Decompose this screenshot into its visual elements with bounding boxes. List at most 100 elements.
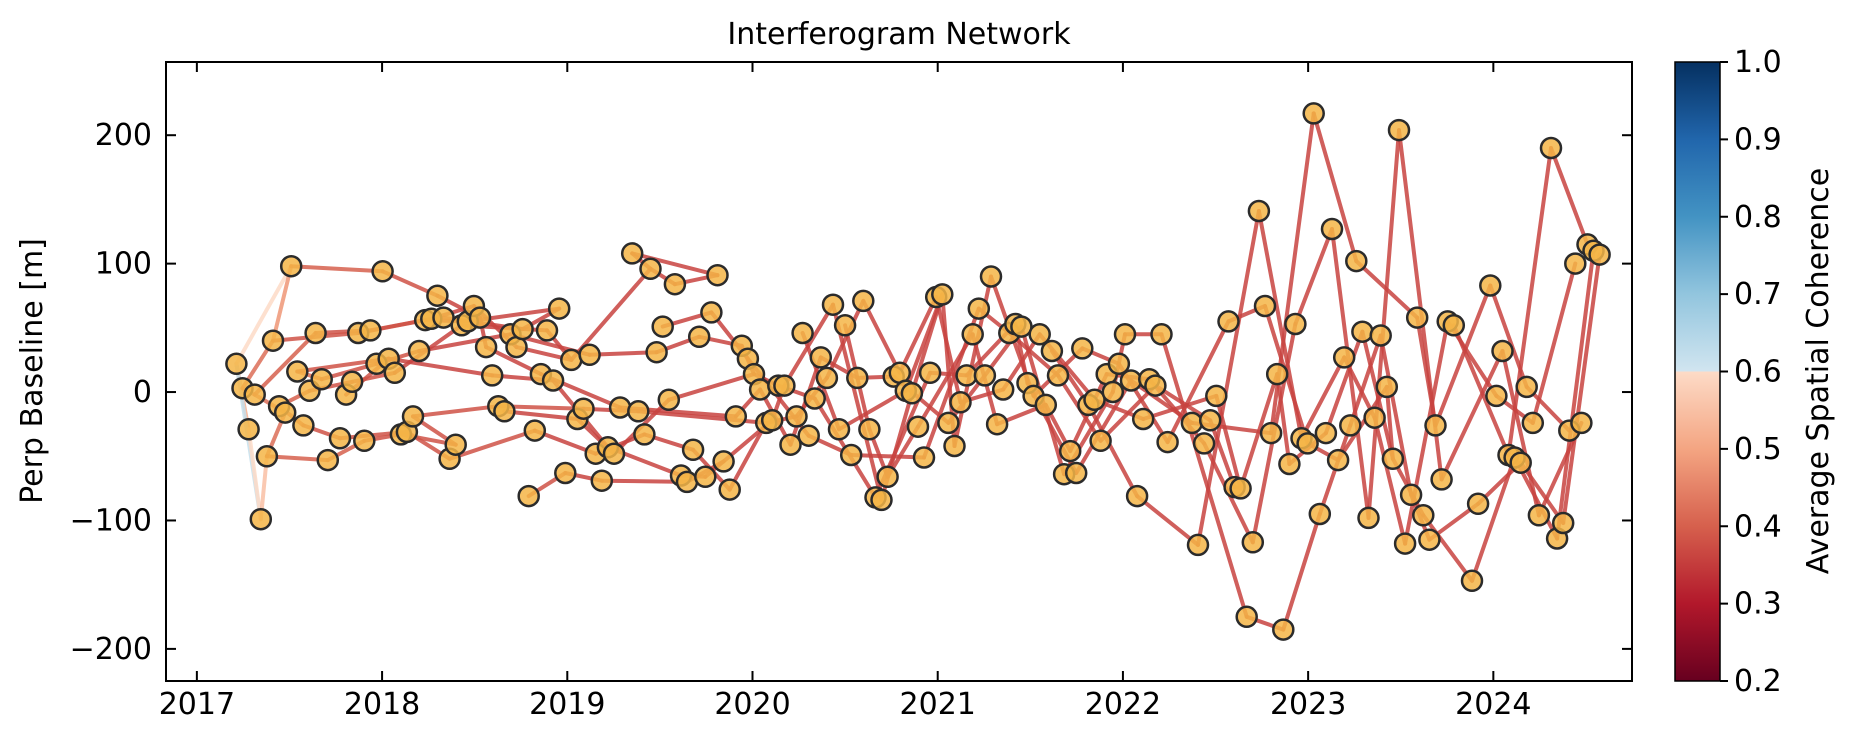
interferogram-pair-line: [1098, 383, 1158, 443]
acquisition-point: [1387, 118, 1411, 142]
interferogram-pair-line: [246, 427, 263, 522]
acquisition-point: [1247, 199, 1271, 223]
interferogram-pair-line: [1518, 460, 1566, 525]
colorbar-tick-label: 1.0: [1734, 45, 1782, 80]
acquisition-point: [1205, 384, 1228, 408]
acquisition-point: [371, 260, 394, 283]
interferogram-pair-line: [1348, 333, 1383, 428]
acquisition-point: [846, 366, 869, 390]
x-tick-label: 2019: [529, 687, 605, 722]
plot-area: 2017 2018 2019 2020 2021 2022 2023 2024 200 100 0…: [70, 61, 1633, 722]
acquisition-point: [858, 418, 881, 441]
acquisition-point: [1479, 274, 1502, 297]
acquisition-point: [785, 405, 808, 428]
acquisition-point: [292, 414, 315, 437]
acquisition-point: [821, 293, 845, 316]
acquisition-point: [1265, 362, 1289, 386]
x-tick-label: 2017: [159, 687, 235, 722]
interferogram-pair-line: [386, 356, 495, 378]
acquisition-point: [1485, 384, 1508, 408]
interferogram-pair-line: [1372, 415, 1408, 546]
interferogram-pair-line: [1433, 283, 1493, 428]
interferogram-pair-line: [1238, 372, 1280, 491]
acquisition-point: [1302, 102, 1325, 125]
acquisition-point: [675, 470, 699, 494]
acquisition-point: [620, 242, 644, 265]
acquisition-point: [724, 405, 748, 428]
acquisition-point: [663, 272, 687, 296]
x-tick-label: 2022: [1085, 687, 1161, 722]
acquisition-point: [1551, 511, 1575, 535]
acquisition-point: [401, 405, 425, 428]
interferogram-pair-line: [861, 298, 902, 375]
acquisition-point: [340, 370, 364, 394]
acquisition-point: [1393, 532, 1417, 555]
acquisition-point: [304, 321, 327, 345]
acquisition-point: [1509, 451, 1532, 474]
acquisition-point: [1192, 432, 1216, 455]
acquisition-point: [1491, 339, 1514, 363]
acquisition-point: [1515, 375, 1538, 399]
chart-title: Interferogram Network: [727, 17, 1071, 52]
acquisition-point: [937, 411, 960, 435]
interferogram-pair-line: [1214, 393, 1243, 491]
acquisition-point: [718, 478, 741, 501]
acquisition-point: [803, 387, 826, 410]
acquisition-point: [1028, 323, 1051, 346]
acquisition-point: [645, 340, 668, 364]
acquisition-point: [961, 323, 984, 346]
acquisition-point: [273, 401, 297, 424]
acquisition-point: [1241, 531, 1265, 554]
acquisition-point: [1284, 312, 1307, 336]
acquisition-point: [1332, 346, 1356, 369]
acquisition-point: [1460, 569, 1484, 593]
acquisition-point: [1125, 484, 1149, 508]
acquisition-point: [1217, 310, 1240, 333]
acquisition-point: [906, 415, 930, 438]
colorbar-ticks: 1.0 0.9 0.8 0.7 0.6 0.5 0.4 0.3 0.2: [1720, 45, 1782, 699]
acquisition-point: [261, 329, 285, 352]
acquisition-point: [827, 418, 851, 441]
acquisition-point: [1314, 421, 1338, 445]
acquisition-point: [1424, 414, 1447, 437]
acquisition-point: [255, 445, 279, 468]
acquisition-point: [225, 352, 248, 376]
acquisition-point: [383, 361, 407, 385]
acquisition-point: [547, 297, 571, 320]
acquisition-point: [1399, 483, 1423, 507]
colorbar-tick-label: 0.2: [1734, 664, 1782, 699]
interferogram-pair-line: [271, 264, 294, 343]
acquisition-point: [1570, 411, 1593, 435]
acquisition-point: [1466, 492, 1490, 516]
acquisition-point: [1253, 294, 1277, 318]
interferogram-pair-line: [1421, 513, 1474, 583]
acquisition-point: [687, 325, 711, 349]
plot-frame: [165, 61, 1633, 682]
acquisition-point: [760, 409, 784, 432]
acquisition-point: [979, 265, 1003, 288]
interferogram-pair-line: [1323, 329, 1365, 436]
interferogram-pair-line: [1281, 512, 1322, 632]
acquisition-point: [900, 382, 924, 405]
acquisition-point: [1034, 393, 1058, 417]
interferogram-pair-line: [1275, 372, 1292, 466]
interferogram-pair-line: [1196, 209, 1261, 547]
acquisition-point: [973, 364, 997, 387]
acquisition-point: [279, 254, 303, 278]
acquisition-point: [870, 488, 893, 512]
acquisition-point: [633, 423, 656, 446]
y-tick-label: 100: [95, 247, 152, 282]
interferogram-pair-line: [417, 332, 513, 353]
interferogram-pair-line: [1555, 248, 1596, 541]
y-axis-label: Perp Baseline [m]: [15, 238, 50, 504]
acquisition-point: [286, 360, 309, 383]
interferogram-pair-line: [1384, 384, 1395, 461]
acquisition-point: [912, 446, 936, 469]
colorbar-gradient: [1674, 61, 1721, 682]
interferogram-pair-line: [909, 292, 945, 396]
acquisition-point: [1119, 369, 1143, 392]
interferogram-pair-line: [1415, 315, 1438, 428]
acquisition-point: [602, 442, 626, 465]
acquisition-point: [1296, 432, 1319, 455]
acquisition-point: [578, 343, 601, 367]
